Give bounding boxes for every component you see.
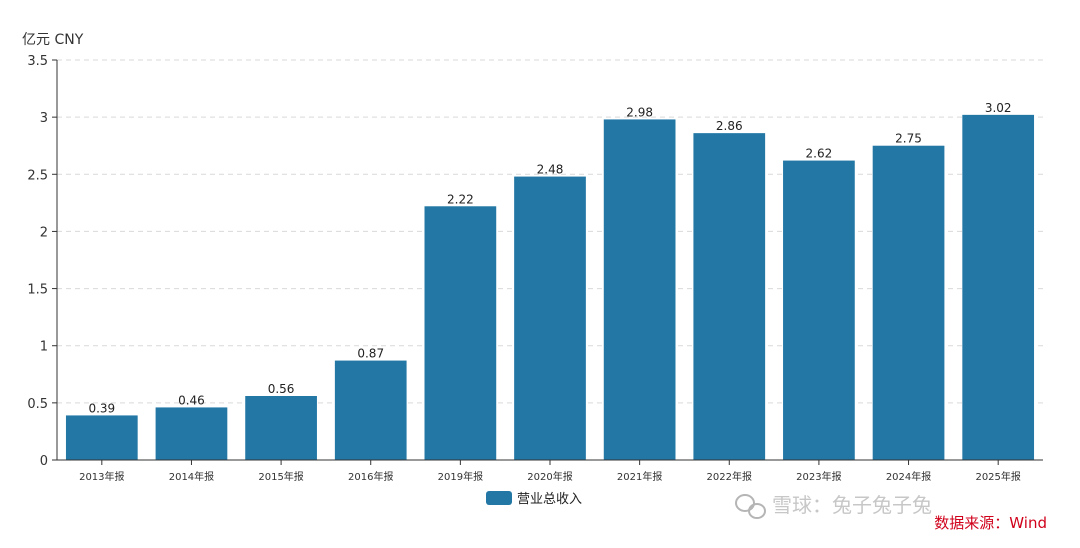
bar [65,415,138,460]
data-label: 0.87 [357,347,384,361]
y-tick-label: 2 [40,225,48,240]
x-tick-label: 2023年报 [796,470,841,483]
x-tick-label: 2025年报 [975,470,1020,483]
x-axis: 2013年报 2014年报 2015年报 2016年报 2019年报 2020年报 2021… [57,459,1043,483]
y-tick-label: 1 [40,340,48,355]
x-tick-label: 2015年报 [258,470,303,483]
y-tick-label: 0 [40,454,48,469]
x-tick-label: 2020年报 [527,470,572,483]
x-tick-label: 2016年报 [348,470,393,483]
source-note: 数据来源：Wind [934,514,1047,532]
x-tick-label: 2022年报 [707,470,752,483]
x-tick-label: 2019年报 [438,470,483,483]
legend[interactable]: 营业总收入 [486,491,582,507]
bar [603,119,676,460]
y-unit-label: 亿元 CNY [22,32,84,48]
data-label: 0.46 [178,393,205,407]
data-label: 2.48 [537,163,564,177]
bar [962,114,1035,460]
wechat-icon [735,494,766,519]
bar [424,206,497,460]
data-label: 3.02 [985,101,1012,115]
bar [693,133,766,460]
y-tick-label: 3 [40,111,48,126]
data-label: 2.98 [626,105,653,119]
x-tick-label: 2013年报 [79,470,124,483]
data-label: 2.86 [716,119,743,133]
y-axis: 0 0.5 1 1.5 2 2.5 3 3.5 [27,54,58,469]
data-label: 2.22 [447,192,474,206]
x-tick-label: 2014年报 [169,470,214,483]
y-tick-label: 1.5 [27,283,48,298]
bar [334,360,407,460]
x-tick-label: 2021年报 [617,470,662,483]
x-tick-label: 2024年报 [886,470,931,483]
bar [872,145,945,460]
bar [783,160,855,461]
bars-group: 0.39 0.46 0.56 0.87 2.22 2.48 2.98 2.86 2.62 2.75… [65,101,1035,461]
watermark: 雪球：兔子兔子兔 [735,493,932,519]
data-label: 0.56 [268,382,295,396]
bar [155,407,228,460]
legend-label: 营业总收入 [517,492,582,507]
bar [245,396,317,460]
y-tick-label: 0.5 [27,397,48,412]
data-label: 2.75 [895,132,922,146]
watermark-text: 雪球：兔子兔子兔 [772,493,932,517]
legend-swatch [486,491,512,505]
y-tick-label: 3.5 [27,54,48,69]
data-label: 2.62 [806,147,833,161]
y-tick-label: 2.5 [27,168,48,183]
bar [514,176,586,461]
data-label: 0.39 [88,401,115,415]
